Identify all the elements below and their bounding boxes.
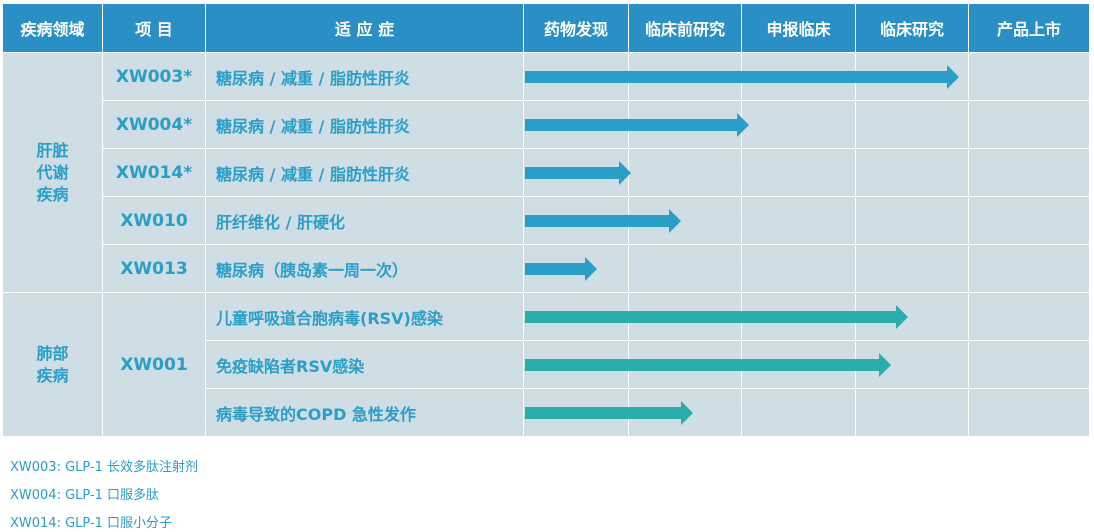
table-row: 免疫缺陷者RSV感染: [3, 340, 1090, 389]
stage-divider: [741, 148, 742, 197]
stage-divider: [968, 244, 969, 293]
table-row: XW004* 糖尿病 / 减重 / 脂肪性肝炎: [3, 100, 1090, 149]
progress-cell: [523, 292, 1090, 341]
table-row: 病毒导致的COPD 急性发作: [3, 388, 1090, 437]
stage-divider: [855, 244, 856, 293]
stage-divider: [968, 100, 969, 149]
indication: 糖尿病 / 减重 / 脂肪性肝炎: [205, 52, 524, 101]
project-code: XW001: [102, 292, 206, 437]
indication: 糖尿病 / 减重 / 脂肪性肝炎: [205, 100, 524, 149]
project-code: XW014*: [102, 148, 206, 197]
stage-divider: [855, 100, 856, 149]
stage-divider: [968, 148, 969, 197]
progress-arrow: [525, 256, 597, 281]
stage-divider: [741, 196, 742, 245]
progress-cell: [523, 100, 1090, 149]
indication: 肝纤维化 / 肝硬化: [205, 196, 524, 245]
stage-divider: [628, 244, 629, 293]
progress-cell: [523, 244, 1090, 293]
table-row: XW014* 糖尿病 / 减重 / 脂肪性肝炎: [3, 148, 1090, 197]
progress-arrow: [525, 160, 631, 185]
pipeline-table: 疾病领域 项 目 适 应 症 药物发现 临床前研究 申报临床 临床研究 产品上市…: [2, 3, 1090, 437]
progress-cell: [523, 340, 1090, 389]
area-lung: 肺部 疾病: [2, 292, 103, 437]
header-stage-ind: 申报临床: [741, 3, 856, 53]
stage-divider: [741, 244, 742, 293]
stage-divider: [855, 148, 856, 197]
stage-divider: [968, 388, 969, 437]
header-indication: 适 应 症: [205, 3, 524, 53]
table-row: XW013 糖尿病（胰岛素一周一次）: [3, 244, 1090, 293]
header-stage-preclinical: 临床前研究: [628, 3, 742, 53]
project-code: XW003*: [102, 52, 206, 101]
project-code: XW010: [102, 196, 206, 245]
header-area: 疾病领域: [2, 3, 103, 53]
stage-divider: [855, 388, 856, 437]
footnote: XW003: GLP-1 长效多肽注射剂: [10, 460, 199, 475]
table-row: 肝脏 代谢 疾病 XW003* 糖尿病 / 减重 / 脂肪性肝炎: [2, 52, 1090, 293]
progress-cell: [523, 148, 1090, 197]
indication: 病毒导致的COPD 急性发作: [205, 388, 524, 437]
progress-arrow: [525, 352, 891, 377]
stage-divider: [855, 196, 856, 245]
progress-arrow: [525, 64, 959, 89]
indication: 免疫缺陷者RSV感染: [205, 340, 524, 389]
table-row: XW010 肝纤维化 / 肝硬化: [3, 196, 1090, 245]
progress-arrow: [525, 112, 749, 137]
stage-divider: [741, 388, 742, 437]
stage-divider: [968, 340, 969, 389]
header-stage-clinical: 临床研究: [855, 3, 969, 53]
stage-divider: [968, 196, 969, 245]
indication: 儿童呼吸道合胞病毒(RSV)感染: [205, 292, 524, 341]
progress-arrow: [525, 208, 681, 233]
project-code: XW013: [102, 244, 206, 293]
header-stage-market: 产品上市: [968, 3, 1090, 53]
progress-arrow: [525, 304, 908, 329]
progress-cell: [523, 388, 1090, 437]
footnote: XW014: GLP-1 口服小分子: [10, 516, 173, 531]
indication: 糖尿病（胰岛素一周一次）: [205, 244, 524, 293]
header-stage-discovery: 药物发现: [523, 3, 629, 53]
area-liver: 肝脏 代谢 疾病: [2, 52, 103, 293]
stage-divider: [968, 52, 969, 101]
stage-divider: [968, 292, 969, 341]
header-row: 疾病领域 项 目 适 应 症 药物发现 临床前研究 申报临床 临床研究 产品上市: [2, 3, 1090, 53]
progress-arrow: [525, 400, 693, 425]
table-row: 肺部 疾病 XW001 儿童呼吸道合胞病毒(RSV)感染: [2, 292, 1090, 437]
progress-cell: [523, 52, 1090, 101]
project-code: XW004*: [102, 100, 206, 149]
footnote: XW004: GLP-1 口服多肽: [10, 488, 160, 503]
progress-cell: [523, 196, 1090, 245]
indication: 糖尿病 / 减重 / 脂肪性肝炎: [205, 148, 524, 197]
header-project: 项 目: [102, 3, 206, 53]
